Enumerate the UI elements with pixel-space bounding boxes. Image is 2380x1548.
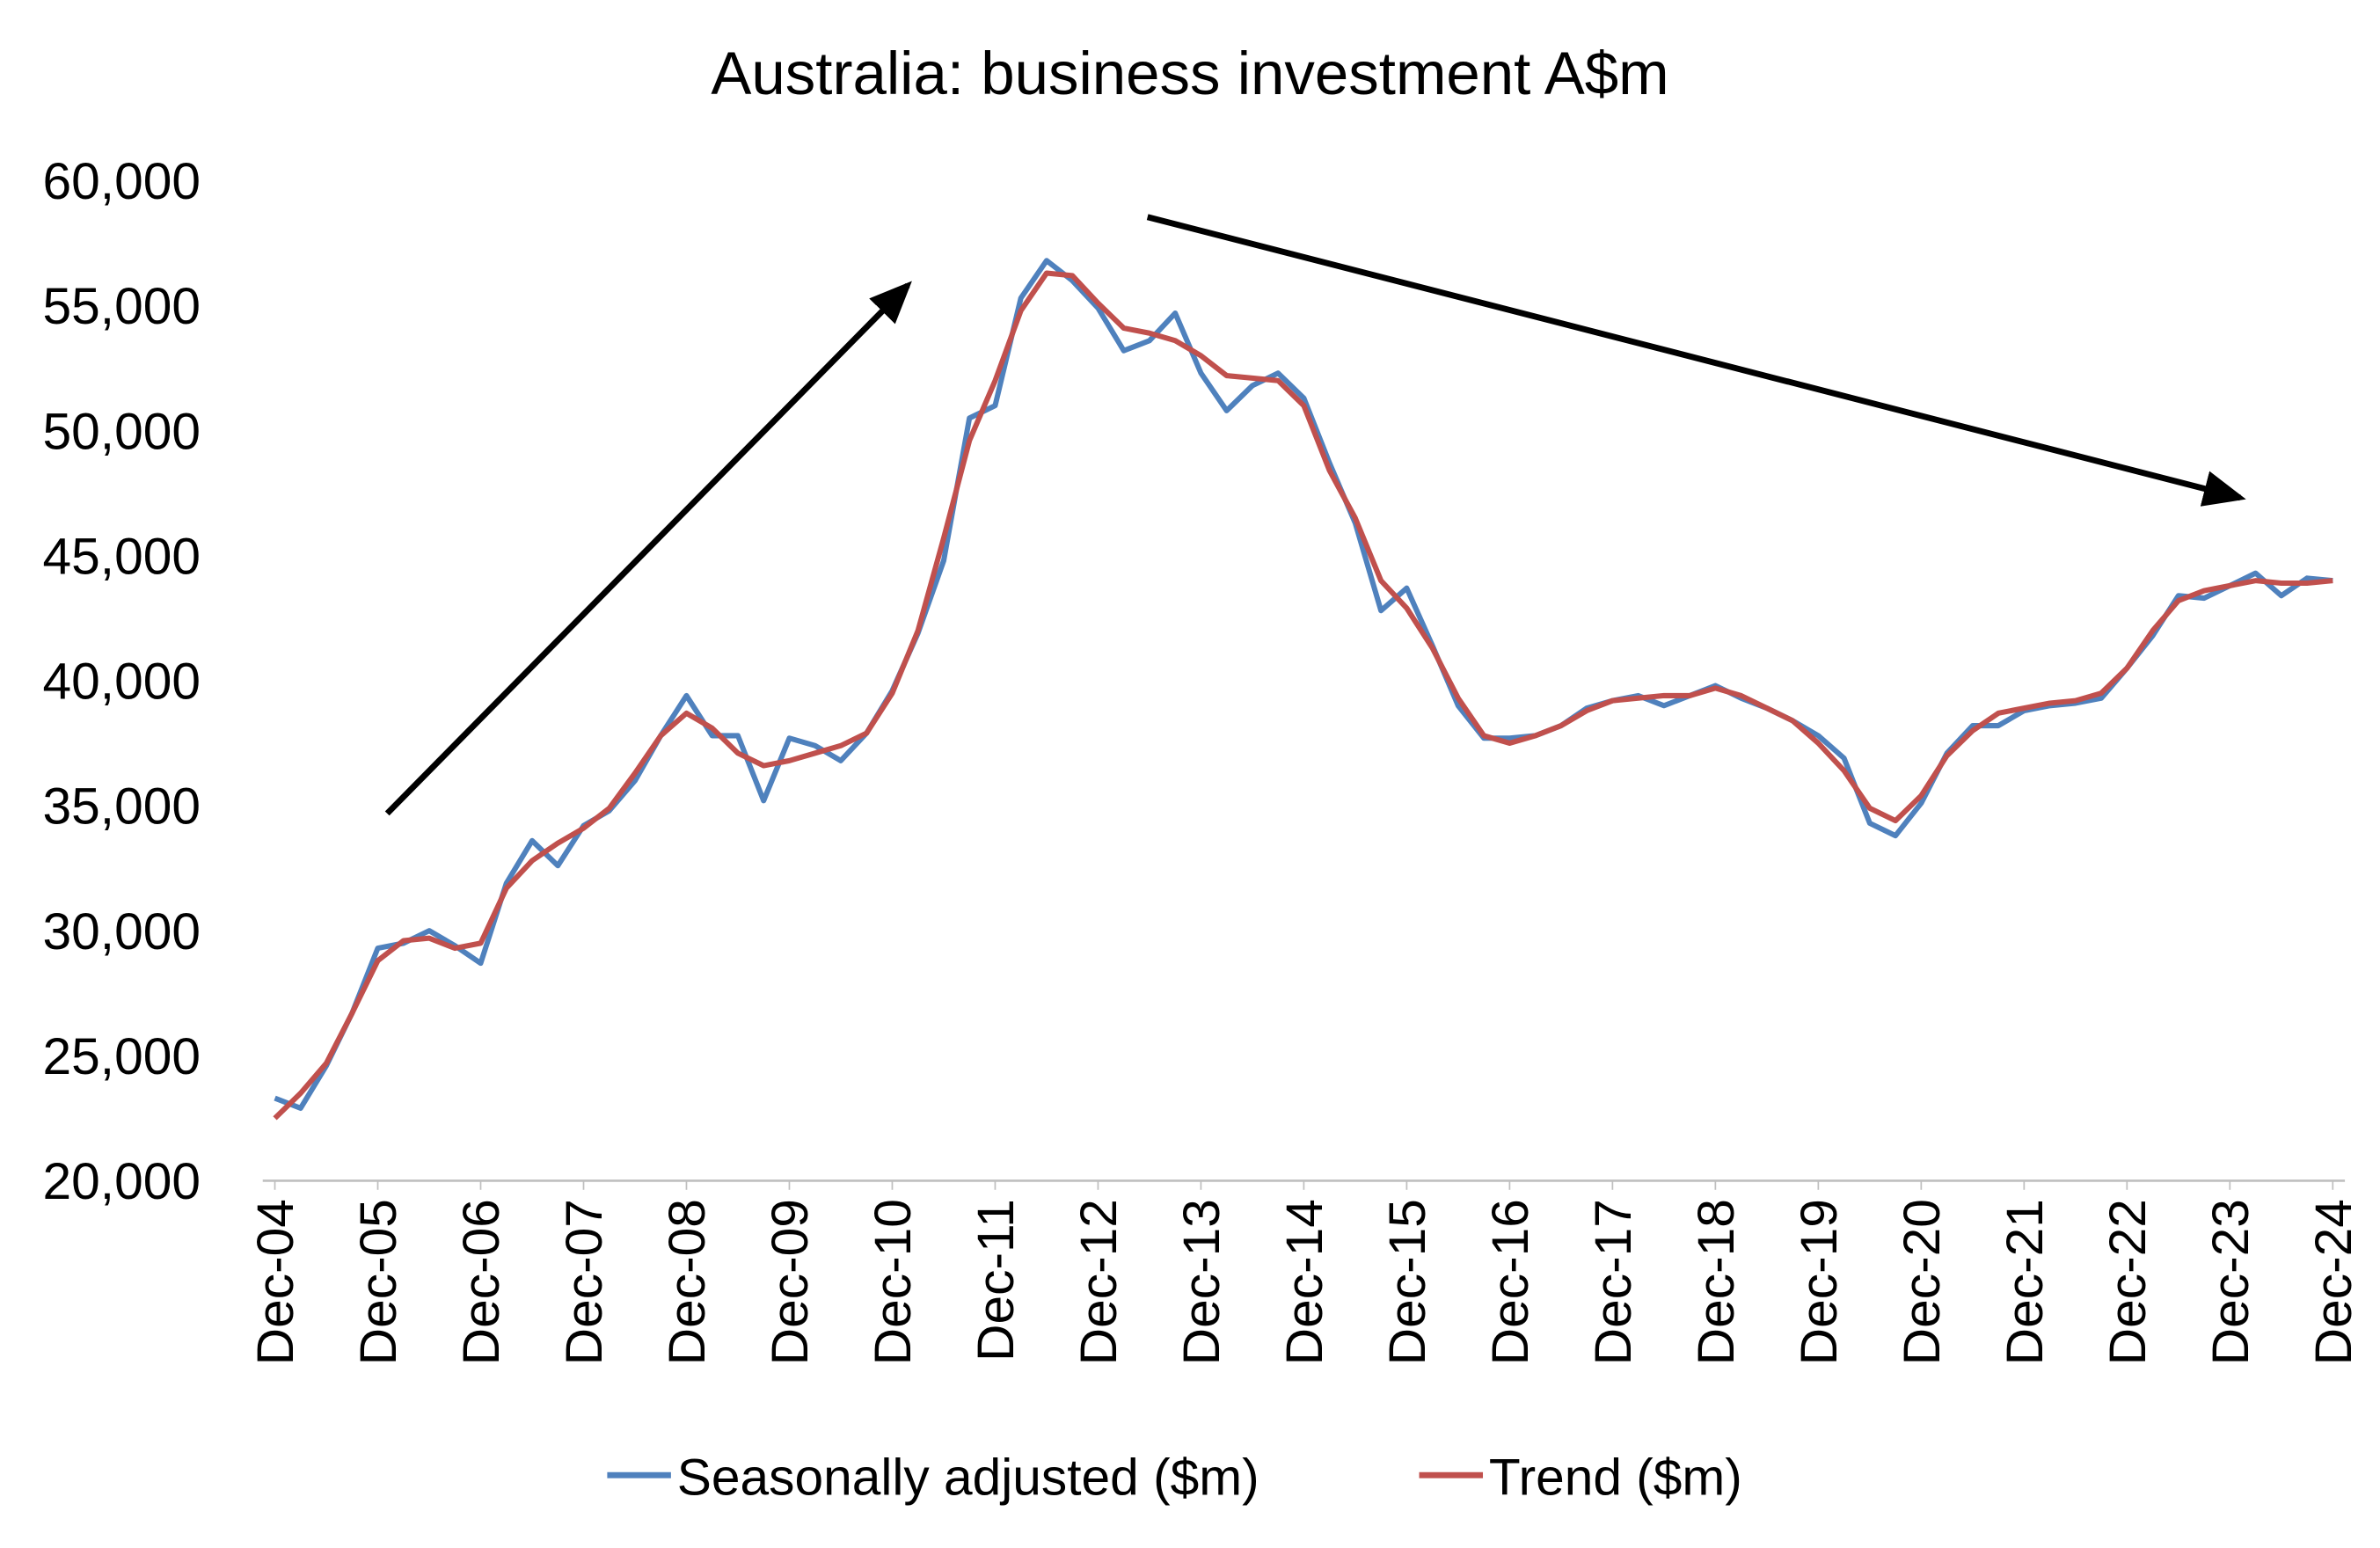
y-tick-label: 40,000 — [43, 654, 201, 711]
x-tick-label: Dec-18 — [1688, 1199, 1745, 1365]
x-tick-label: Dec-04 — [247, 1199, 304, 1365]
x-tick-label: Dec-22 — [2099, 1199, 2157, 1365]
x-tick-label: Dec-07 — [556, 1199, 613, 1365]
x-tick-label: Dec-11 — [967, 1199, 1025, 1362]
y-tick-label: 20,000 — [43, 1153, 201, 1210]
x-tick-label: Dec-08 — [659, 1199, 716, 1365]
y-tick-label: 50,000 — [43, 403, 201, 460]
arrow — [384, 281, 912, 816]
x-tick-label: Dec-15 — [1379, 1199, 1436, 1365]
arrow — [1146, 214, 2246, 507]
x-tick-label: Dec-06 — [453, 1199, 510, 1365]
x-tick-label: Dec-10 — [865, 1199, 922, 1365]
x-tick-label: Dec-24 — [2305, 1199, 2362, 1365]
x-tick-label: Dec-20 — [1894, 1199, 1951, 1365]
y-tick-label: 60,000 — [43, 153, 201, 210]
x-tick-label: Dec-21 — [1997, 1199, 2054, 1365]
y-tick-label: 55,000 — [43, 278, 201, 335]
legend-label: Trend ($m) — [1489, 1449, 1742, 1507]
y-tick-label: 25,000 — [43, 1028, 201, 1085]
y-tick-label: 35,000 — [43, 778, 201, 836]
y-tick-label: 30,000 — [43, 903, 201, 960]
x-tick-label: Dec-13 — [1173, 1199, 1230, 1365]
series-line — [274, 258, 2333, 1112]
x-tick-label: Dec-12 — [1070, 1199, 1128, 1365]
x-tick-label: Dec-14 — [1276, 1199, 1333, 1365]
x-tick-label: Dec-16 — [1482, 1199, 1539, 1365]
x-tick-label: Dec-05 — [350, 1199, 407, 1365]
legend-label: Seasonally adjusted ($m) — [677, 1449, 1259, 1507]
chart-title: Australia: business investment A$m — [711, 40, 1668, 107]
series-line — [273, 270, 2333, 1121]
x-tick-label: Dec-17 — [1585, 1199, 1642, 1365]
y-tick-label: 45,000 — [43, 528, 201, 585]
x-tick-label: Dec-09 — [762, 1199, 819, 1365]
x-tick-label: Dec-23 — [2202, 1199, 2260, 1365]
x-tick-label: Dec-19 — [1791, 1199, 1848, 1365]
